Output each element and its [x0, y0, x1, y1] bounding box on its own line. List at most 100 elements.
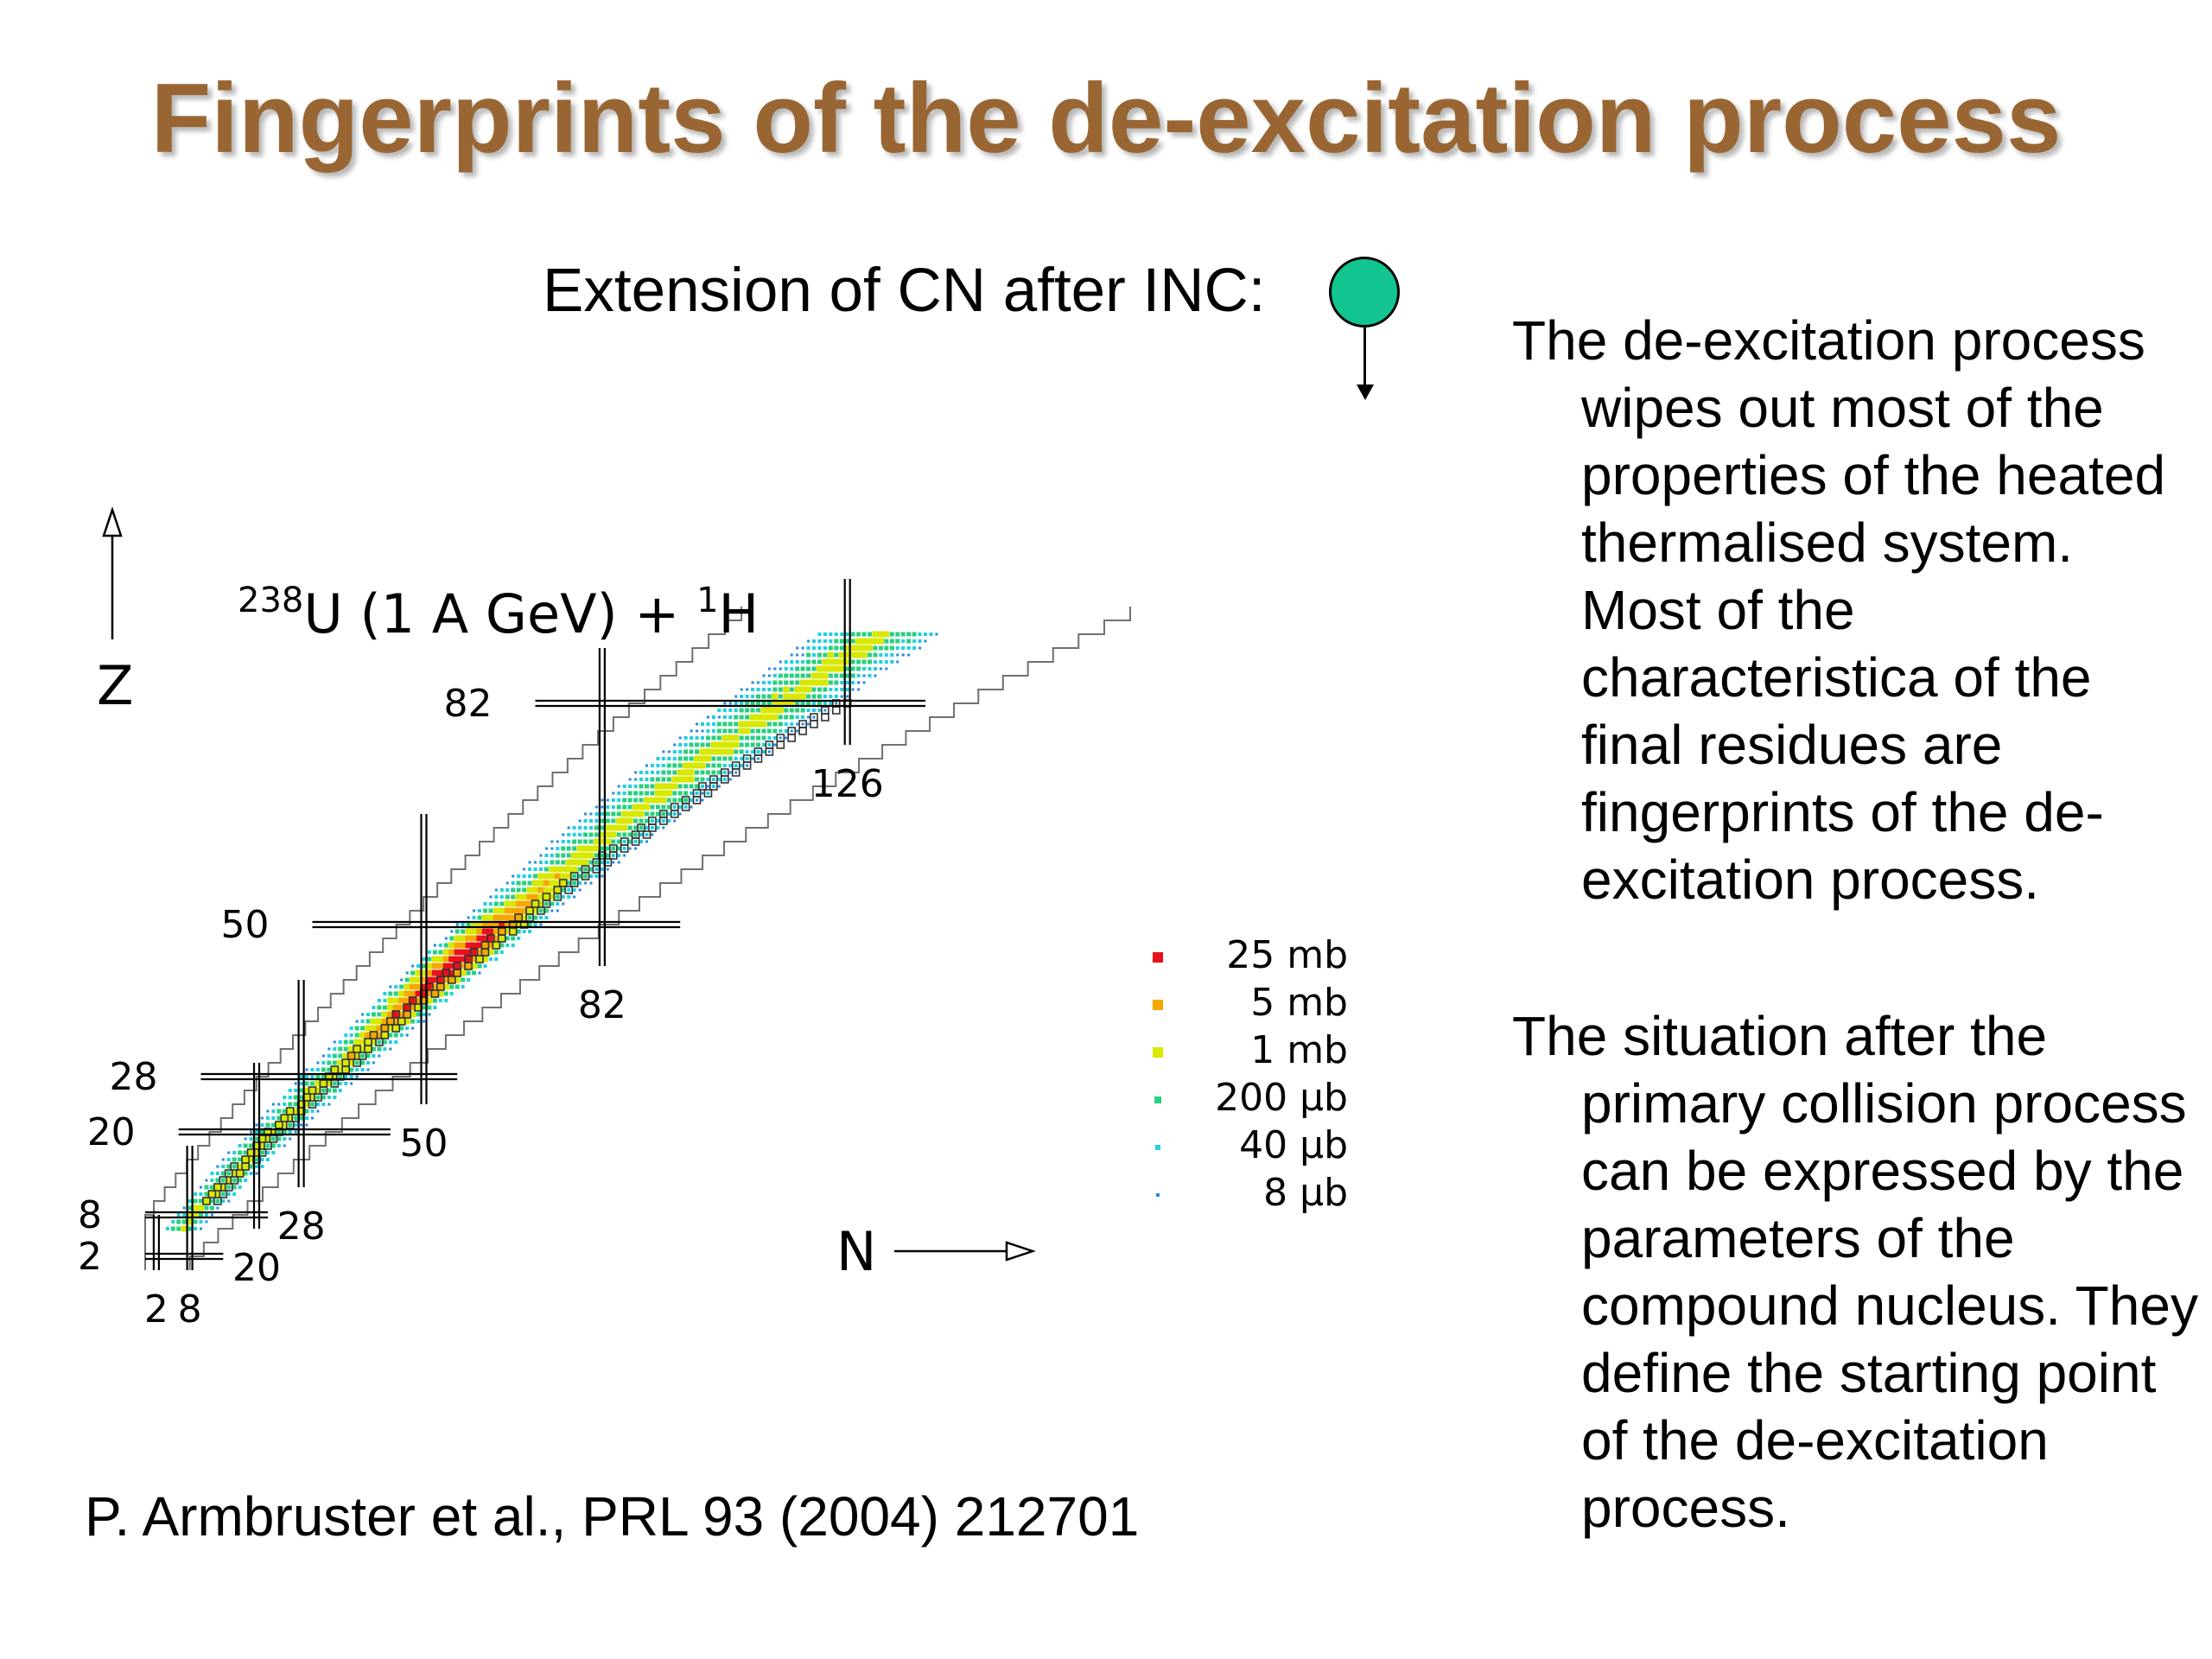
nuclide-cell — [577, 874, 582, 879]
nuclide-cell — [588, 860, 594, 865]
nuclide-cell — [694, 755, 701, 762]
nuclide-cell — [584, 881, 588, 885]
nuclide-cell — [772, 721, 778, 727]
nuclide-cell — [772, 714, 779, 721]
nuclide-cell — [761, 688, 766, 691]
nuclide-cell — [906, 646, 911, 650]
nuclide-cell — [481, 914, 488, 921]
nuclide-cell — [855, 638, 862, 645]
nuclide-cell — [543, 873, 550, 880]
nuclide-cell — [616, 804, 621, 810]
nuclide-cell — [662, 750, 665, 753]
nuclide-cell — [204, 1185, 209, 1190]
nuclide-cell — [338, 1089, 342, 1092]
nuclide-cell — [315, 1087, 321, 1094]
stable-isotope — [798, 727, 807, 735]
nuclide-cell — [181, 1225, 188, 1232]
nuclide-cell — [812, 715, 816, 719]
nuclide-cell — [377, 1005, 382, 1010]
nuclide-cell — [527, 922, 532, 927]
nuclide-cell — [283, 1137, 287, 1141]
nuclide-cell — [515, 907, 522, 914]
nuclide-cell — [583, 819, 588, 823]
nuclide-cell — [778, 694, 783, 699]
nuclide-cell — [734, 715, 739, 720]
nuclide-cell — [443, 991, 448, 996]
nuclide-cell — [756, 742, 760, 747]
nuclide-cell — [734, 695, 738, 698]
nuclide-cell — [633, 785, 638, 788]
nuclide-cell — [661, 804, 666, 810]
nuclide-cell — [767, 743, 772, 747]
nuclide-cell — [701, 729, 704, 733]
nuclide-cell — [827, 658, 834, 665]
nuclide-cell — [890, 653, 894, 657]
nuclide-cell — [672, 750, 677, 753]
nuclide-cell — [277, 1103, 281, 1106]
nuclide-cell — [292, 1108, 299, 1115]
nuclide-cell — [766, 701, 772, 706]
nuclide-cell — [515, 900, 522, 907]
nuclide-cell — [861, 659, 867, 664]
nuclide-cell — [700, 777, 705, 782]
nuclide-cell — [728, 702, 732, 705]
nuclide-cell — [478, 909, 481, 912]
nuclide-cell — [528, 930, 532, 933]
nuclide-cell — [766, 707, 772, 714]
nuclide-cell — [381, 1018, 388, 1025]
stable-isotope — [285, 1107, 295, 1116]
nuclide-cell — [176, 1226, 181, 1231]
nuclide-cell — [554, 880, 561, 887]
nuclide-cell — [404, 983, 410, 990]
nuclide-cell — [521, 914, 528, 921]
nuclide-cell — [800, 666, 805, 671]
nuclide-cell — [460, 949, 467, 956]
nuclide-cell — [806, 694, 811, 699]
nuclide-cell — [216, 1206, 219, 1210]
nuclide-cell — [415, 969, 422, 976]
nuclide-cell — [450, 930, 454, 933]
nuclide-cell — [816, 679, 823, 686]
nuclide-cell — [600, 861, 604, 864]
nuclide-cell — [884, 645, 889, 651]
nuclide-cell — [594, 868, 599, 871]
nuclide-cell — [783, 693, 790, 700]
nuclide-cell — [488, 902, 493, 906]
nuclide-cell — [433, 944, 436, 947]
nuclide-cell — [868, 674, 872, 677]
nuclide-cell — [567, 826, 570, 830]
nuclide-cell — [567, 840, 571, 843]
nuclide-cell — [760, 714, 767, 721]
nuclide-cell — [790, 653, 793, 657]
nuclide-cell — [745, 708, 750, 713]
nuclide-cell — [422, 1005, 426, 1010]
nuclide-cell — [745, 735, 750, 741]
nuclide-cell — [689, 756, 694, 761]
nuclide-cell — [532, 880, 538, 887]
nuclide-cell — [326, 1080, 333, 1087]
nuclide-cell — [305, 1116, 309, 1120]
nuclide-cell — [331, 1073, 338, 1080]
nuclide-cell — [344, 1033, 348, 1037]
nuclide-cell — [365, 1032, 372, 1039]
nuclide-cell — [650, 771, 654, 774]
nuclide-cell — [918, 632, 922, 636]
nuclide-cell — [331, 1066, 338, 1073]
nuclide-cell — [226, 1185, 232, 1190]
nuclide-cell — [827, 652, 834, 658]
stable-isotope — [525, 906, 534, 915]
nuclide-cell — [906, 632, 912, 637]
nuclide-cell — [521, 921, 528, 928]
stable-isotope — [391, 1010, 401, 1019]
nuclide-cell — [711, 729, 715, 733]
nuclide-cell — [254, 1136, 259, 1141]
nuclide-cell — [690, 791, 694, 795]
nuclide-cell — [695, 791, 699, 795]
nuclide-cell — [349, 1039, 354, 1045]
nuclide-cell — [389, 985, 392, 988]
nuclide-cell — [561, 840, 565, 843]
nuclide-cell — [300, 1123, 303, 1127]
nuclide-cell — [493, 901, 499, 906]
nuclide-cell — [838, 652, 845, 658]
nuclide-cell — [616, 846, 621, 851]
